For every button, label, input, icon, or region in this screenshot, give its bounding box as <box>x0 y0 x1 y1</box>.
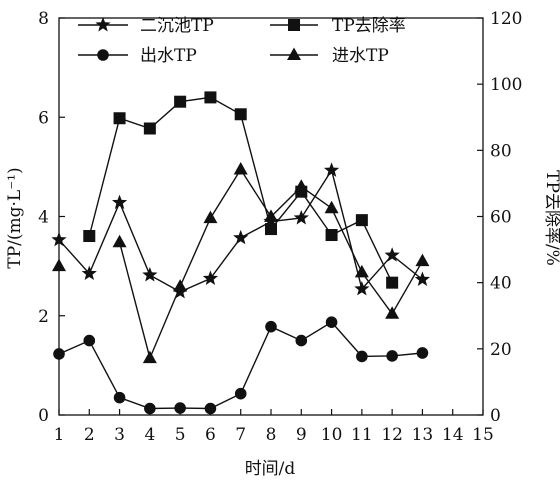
legend-circle-label: 出水TP <box>140 46 197 66</box>
series-star-point <box>81 265 97 281</box>
series-star-point <box>202 270 219 285</box>
series-triangle-point <box>324 200 339 214</box>
series-star-point <box>51 231 67 247</box>
series-star-point <box>293 209 309 225</box>
series-markers <box>51 91 431 415</box>
series-circle-point <box>234 387 247 400</box>
series-square-point <box>83 230 96 243</box>
y-left-tick-label: 2 <box>38 307 49 327</box>
series-circle-point <box>295 334 308 347</box>
series-star-point <box>142 267 158 282</box>
series-star-point <box>414 271 431 286</box>
series-circle-point <box>356 350 368 363</box>
series-circle-point <box>204 402 217 415</box>
series-triangle-point <box>112 234 127 248</box>
y-right-tick-label: 80 <box>490 141 512 161</box>
series-triangle-point <box>52 258 66 272</box>
legend-star-label: 二沉池TP <box>140 16 214 36</box>
series-circle-point <box>113 391 126 404</box>
series-circle-point <box>144 402 156 415</box>
series-square-point <box>325 229 338 242</box>
series-circle-point <box>325 316 338 329</box>
x-tick-label: 3 <box>114 425 125 445</box>
x-tick-label: 2 <box>84 425 95 445</box>
legend-circle-marker <box>97 49 109 61</box>
series-triangle-point <box>203 210 218 224</box>
legend-square-label: TP去除率 <box>332 16 406 36</box>
legend-square-marker <box>288 19 300 31</box>
series-square-point <box>386 276 399 289</box>
series-circle-point <box>386 350 398 362</box>
x-tick-label: 9 <box>296 425 307 445</box>
series-triangle-point <box>385 306 400 319</box>
series-circle-point <box>265 320 277 333</box>
series-square-point <box>143 122 156 135</box>
y-left-tick-label: 0 <box>38 406 49 426</box>
x-tick-label: 11 <box>351 425 373 445</box>
series-triangle-point <box>173 279 188 292</box>
x-tick-label: 8 <box>266 425 277 445</box>
series-star-point <box>111 194 128 210</box>
series-star-point <box>233 229 249 245</box>
legend-triangle-label: 进水TP <box>332 46 389 66</box>
y-right-tick-label: 120 <box>490 9 522 29</box>
y-left-tick-label: 6 <box>38 108 49 128</box>
series-star-point <box>354 280 370 296</box>
series-square-point <box>113 112 126 125</box>
series-triangle-point <box>294 179 309 192</box>
series-lines <box>58 96 424 410</box>
x-tick-label: 15 <box>472 425 494 445</box>
legend-triangle-marker <box>287 47 301 60</box>
x-tick-label: 10 <box>321 425 343 445</box>
x-tick-label: 14 <box>442 425 464 445</box>
y-left-tick-label: 4 <box>38 208 49 228</box>
series-square-point <box>174 95 187 108</box>
y-right-tick-label: 60 <box>490 208 512 228</box>
legend-star-marker <box>95 17 111 32</box>
y-axis-left-title: TP/(mg·L⁻¹) <box>5 167 25 268</box>
y-axis-right-title: TP去除率/% <box>542 170 560 266</box>
x-tick-label: 7 <box>235 425 246 445</box>
series-square-point <box>204 91 217 104</box>
series-square-line <box>88 96 393 284</box>
y-left-tick-label: 8 <box>38 9 49 29</box>
x-tick-label: 1 <box>54 425 65 445</box>
x-axis-title: 时间/d <box>245 459 296 479</box>
y-right-tick-label: 0 <box>490 406 501 426</box>
series-triangle-point <box>264 209 278 222</box>
series-circle-point <box>53 348 65 360</box>
series-square-point <box>234 108 247 121</box>
y-right-tick-label: 20 <box>490 340 512 360</box>
series-triangle-point <box>142 350 157 364</box>
x-tick-label: 6 <box>205 425 216 445</box>
x-tick-label: 5 <box>175 425 186 445</box>
x-tick-label: 13 <box>412 425 434 445</box>
series-circle-point <box>416 347 429 359</box>
series-triangle-point <box>354 264 369 278</box>
x-tick-label: 12 <box>381 425 403 445</box>
series-square-point <box>355 214 368 227</box>
series-star-point <box>384 247 400 262</box>
series-triangle-point <box>233 162 248 175</box>
series-circle-point <box>83 334 96 347</box>
series-square-point <box>265 223 277 236</box>
x-tick-label: 4 <box>144 425 155 445</box>
y-right-tick-label: 40 <box>490 274 512 294</box>
series-circle-point <box>174 402 186 414</box>
axes: 1 2 3 4 5 6 7 8 9 10 11 12 13 14 150246802040608010012… <box>38 9 522 445</box>
series-triangle-point <box>415 253 430 267</box>
y-right-tick-label: 100 <box>490 75 522 95</box>
series-star-point <box>323 162 340 177</box>
